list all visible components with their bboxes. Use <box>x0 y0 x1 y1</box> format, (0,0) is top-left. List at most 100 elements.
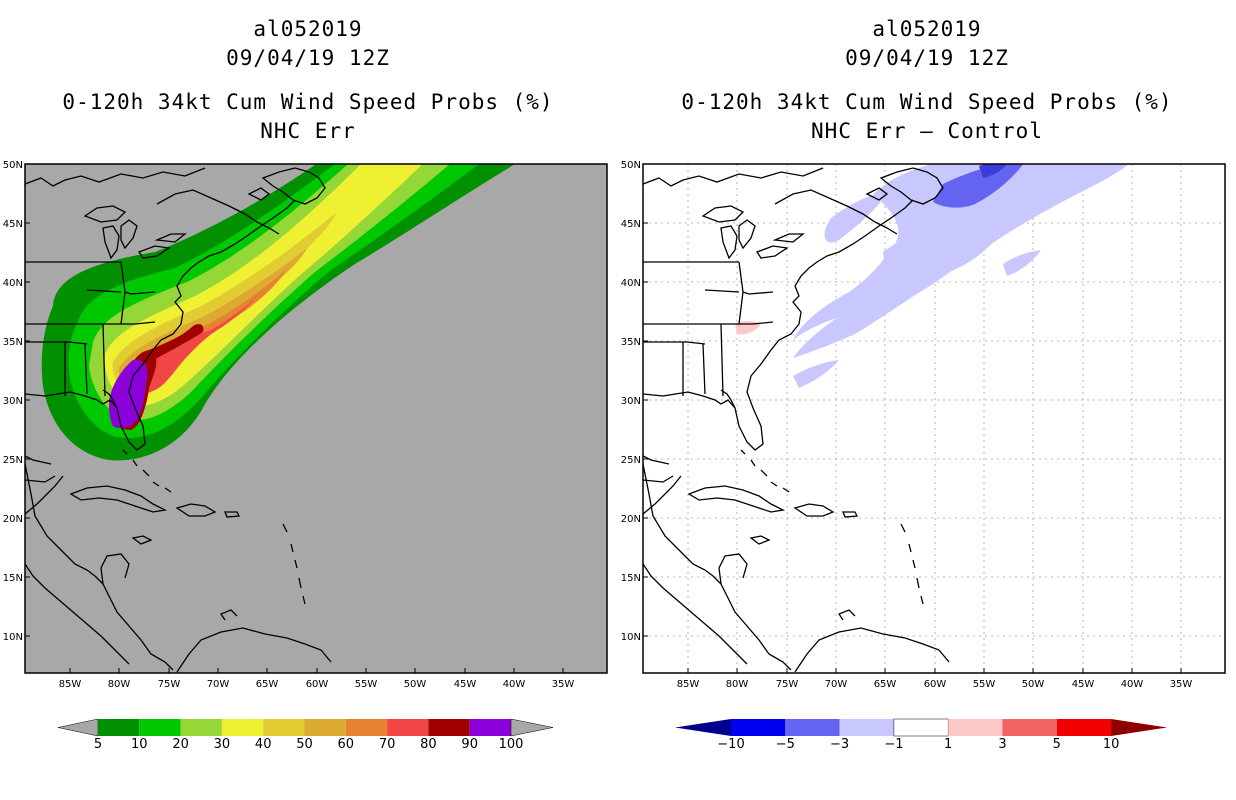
colorbar-swatch <box>98 719 140 736</box>
storm-id: al052019 <box>253 17 363 41</box>
colorbar-swatch <box>180 719 222 736</box>
colorbar-label: 10 <box>1103 737 1120 752</box>
colorbar-swatch <box>139 719 181 736</box>
colorbar-label: 80 <box>420 737 437 752</box>
colorbar-label: 40 <box>255 737 272 752</box>
lat-label: 25N <box>621 455 641 466</box>
forecast-time: 09/04/19 12Z <box>226 46 390 70</box>
colorbar-swatch <box>893 718 949 737</box>
probability-swath <box>41 164 516 461</box>
forecast-time: 09/04/19 12Z <box>845 46 1009 70</box>
probability-colorbar: 5 10 20 30 40 50 60 70 80 90 100 <box>57 718 554 752</box>
product-name: 0-120h 34kt Cum Wind Speed Probs (%) <box>62 90 554 114</box>
lon-label: 45W <box>454 679 477 690</box>
colorbar-label: 10 <box>131 737 148 752</box>
colorbar-swatch <box>387 719 429 736</box>
lon-label: 75W <box>776 679 799 690</box>
lat-label: 10N <box>621 632 641 643</box>
lat-label: 50N <box>621 160 641 171</box>
lat-label: 30N <box>3 396 23 407</box>
colorbar-end-right <box>1111 719 1168 736</box>
lat-label: 45N <box>621 219 641 230</box>
lon-label: 80W <box>726 679 749 690</box>
lat-label: 20N <box>3 514 23 525</box>
lat-label: 35N <box>621 337 641 348</box>
lon-axis-labels: 85W 80W 75W 70W 65W 60W 55W 50W 45W 40W 35W <box>59 668 575 690</box>
lat-label: 20N <box>621 514 641 525</box>
lat-label: 15N <box>621 573 641 584</box>
lon-label: 85W <box>677 679 700 690</box>
lat-label: 45N <box>3 219 23 230</box>
lon-label: 50W <box>1022 679 1045 690</box>
map-frame <box>642 163 1226 674</box>
lon-label: 75W <box>158 679 181 690</box>
lon-label: 35W <box>552 679 575 690</box>
left-panel-title: al052019 09/04/19 12Z 0-120h 34kt Cum Wi… <box>8 15 608 146</box>
lon-label: 40W <box>503 679 526 690</box>
colorbar-label: 1 <box>944 737 952 752</box>
colorbar-end-left <box>57 718 99 737</box>
lat-label: 35N <box>3 337 23 348</box>
lon-label: 35W <box>1170 679 1193 690</box>
lat-axis-labels: 50N 45N 40N 35N 30N 25N 20N 15N 10N <box>621 160 648 643</box>
lon-label: 80W <box>108 679 131 690</box>
lon-label: 45W <box>1072 679 1095 690</box>
lat-label: 30N <box>621 396 641 407</box>
colorbar-label: 3 <box>998 737 1006 752</box>
product-name: 0-120h 34kt Cum Wind Speed Probs (%) <box>681 90 1173 114</box>
lat-label: 40N <box>621 278 641 289</box>
colorbar-label: −1 <box>884 737 903 752</box>
colorbar-label: 20 <box>172 737 189 752</box>
colorbar-end-left <box>675 719 731 736</box>
colorbar-swatch <box>785 719 840 736</box>
storm-id: al052019 <box>872 17 982 41</box>
colorbar-label: 70 <box>379 737 396 752</box>
colorbar-end-right <box>510 718 554 737</box>
colorbar-label: 50 <box>296 737 313 752</box>
colorbar-swatch <box>1056 719 1112 736</box>
right-map-panel: 50N 45N 40N 35N 30N 25N 20N 15N 10N 85W 80W 75W 70W… <box>621 160 1226 690</box>
colorbar-swatch <box>731 719 786 736</box>
lon-label: 55W <box>355 679 378 690</box>
lon-label: 85W <box>59 679 82 690</box>
colorbar-swatch <box>428 719 470 736</box>
lat-label: 25N <box>3 455 23 466</box>
colorbar-swatch <box>948 719 1003 736</box>
colorbar-label: −3 <box>830 737 849 752</box>
lon-label: 55W <box>973 679 996 690</box>
colorbar-label: 100 <box>499 737 524 752</box>
lon-label: 65W <box>256 679 279 690</box>
lat-label: 40N <box>3 278 23 289</box>
colorbar-swatch <box>263 719 305 736</box>
difference-colorbar: −10 −5 −3 −1 1 3 5 10 <box>675 718 1168 752</box>
colorbar-swatch <box>221 719 264 736</box>
colorbar-label: −10 <box>717 737 744 752</box>
colorbar-label: 5 <box>1053 737 1061 752</box>
colorbar-label: 60 <box>338 737 355 752</box>
colorbar-label: 5 <box>94 737 102 752</box>
left-map-panel: 50N 45N 40N 35N 30N 25N 20N 15N 10N 85W 80W 75W 70W… <box>3 160 608 690</box>
colorbar-label: 30 <box>214 737 231 752</box>
lat-label: 15N <box>3 573 23 584</box>
colorbar-swatch <box>304 719 346 736</box>
colorbar-label: −5 <box>776 737 795 752</box>
colorbar-swatch <box>839 719 894 736</box>
lon-label: 60W <box>924 679 947 690</box>
lon-label: 70W <box>825 679 848 690</box>
lon-label: 50W <box>404 679 427 690</box>
lat-label: 10N <box>3 632 23 643</box>
right-panel-title: al052019 09/04/19 12Z 0-120h 34kt Cum Wi… <box>627 15 1227 146</box>
lat-axis-labels: 50N 45N 40N 35N 30N 25N 20N 15N 10N <box>3 160 30 643</box>
colorbar-swatch <box>1002 719 1057 736</box>
lon-label: 40W <box>1121 679 1144 690</box>
colorbar-swatch <box>345 719 388 736</box>
lon-label: 60W <box>306 679 329 690</box>
product-subtitle: NHC Err <box>260 119 356 143</box>
colorbar-label: 90 <box>461 737 478 752</box>
lon-label: 65W <box>874 679 897 690</box>
product-subtitle: NHC Err – Control <box>811 119 1043 143</box>
lat-label: 50N <box>3 160 23 171</box>
colorbar-swatch <box>469 719 511 736</box>
map-frame <box>24 163 608 674</box>
lon-label: 70W <box>207 679 230 690</box>
